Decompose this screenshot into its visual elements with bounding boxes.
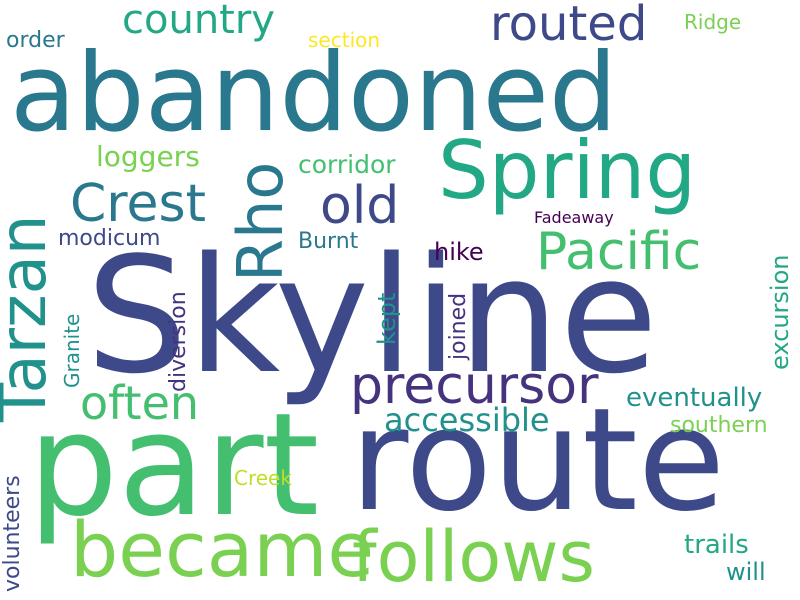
word-volunteers: volunteers [0, 475, 25, 592]
word-follows: follows [352, 516, 595, 598]
word-modicum: modicum [58, 226, 161, 251]
word-joined: joined [446, 292, 471, 360]
word-hike: hike [434, 238, 484, 266]
word-became: became [70, 505, 375, 594]
word-tarzan: Tarzan [0, 214, 61, 422]
word-diversion: diversion [166, 291, 191, 392]
word-part: part [28, 383, 320, 548]
word-pacific: Pacific [536, 222, 702, 282]
word-loggers: loggers [96, 140, 200, 173]
word-route: route [350, 378, 726, 543]
word-granite: Granite [60, 313, 84, 388]
word-precursor: precursor [350, 356, 599, 416]
word-section: section [308, 28, 381, 52]
word-country: country [122, 0, 275, 43]
word-excursion: excursion [766, 254, 794, 370]
word-crest: Crest [70, 174, 207, 234]
word-eventually: eventually [626, 383, 763, 413]
word-corridor: corridor [298, 150, 396, 179]
word-southern: southern [670, 413, 768, 438]
word-accessible: accessible [384, 401, 550, 439]
word-old: old [320, 176, 400, 236]
word-will: will [726, 558, 766, 586]
word-burnt: Burnt [298, 229, 359, 254]
word-abandoned: abandoned [10, 31, 618, 156]
word-ridge: Ridge [684, 10, 742, 34]
word-order: order [6, 28, 65, 53]
word-rho: Rho [224, 161, 297, 282]
word-skyline: Skyline [86, 222, 658, 409]
word-spring: Spring [438, 124, 697, 217]
word-kept: kept [373, 292, 401, 345]
word-creek: Creek [234, 466, 292, 490]
word-often: often [80, 376, 200, 430]
word-trails: trails [684, 530, 749, 560]
word-fadeaway: Fadeaway [534, 208, 614, 227]
word-routed: routed [490, 0, 648, 52]
